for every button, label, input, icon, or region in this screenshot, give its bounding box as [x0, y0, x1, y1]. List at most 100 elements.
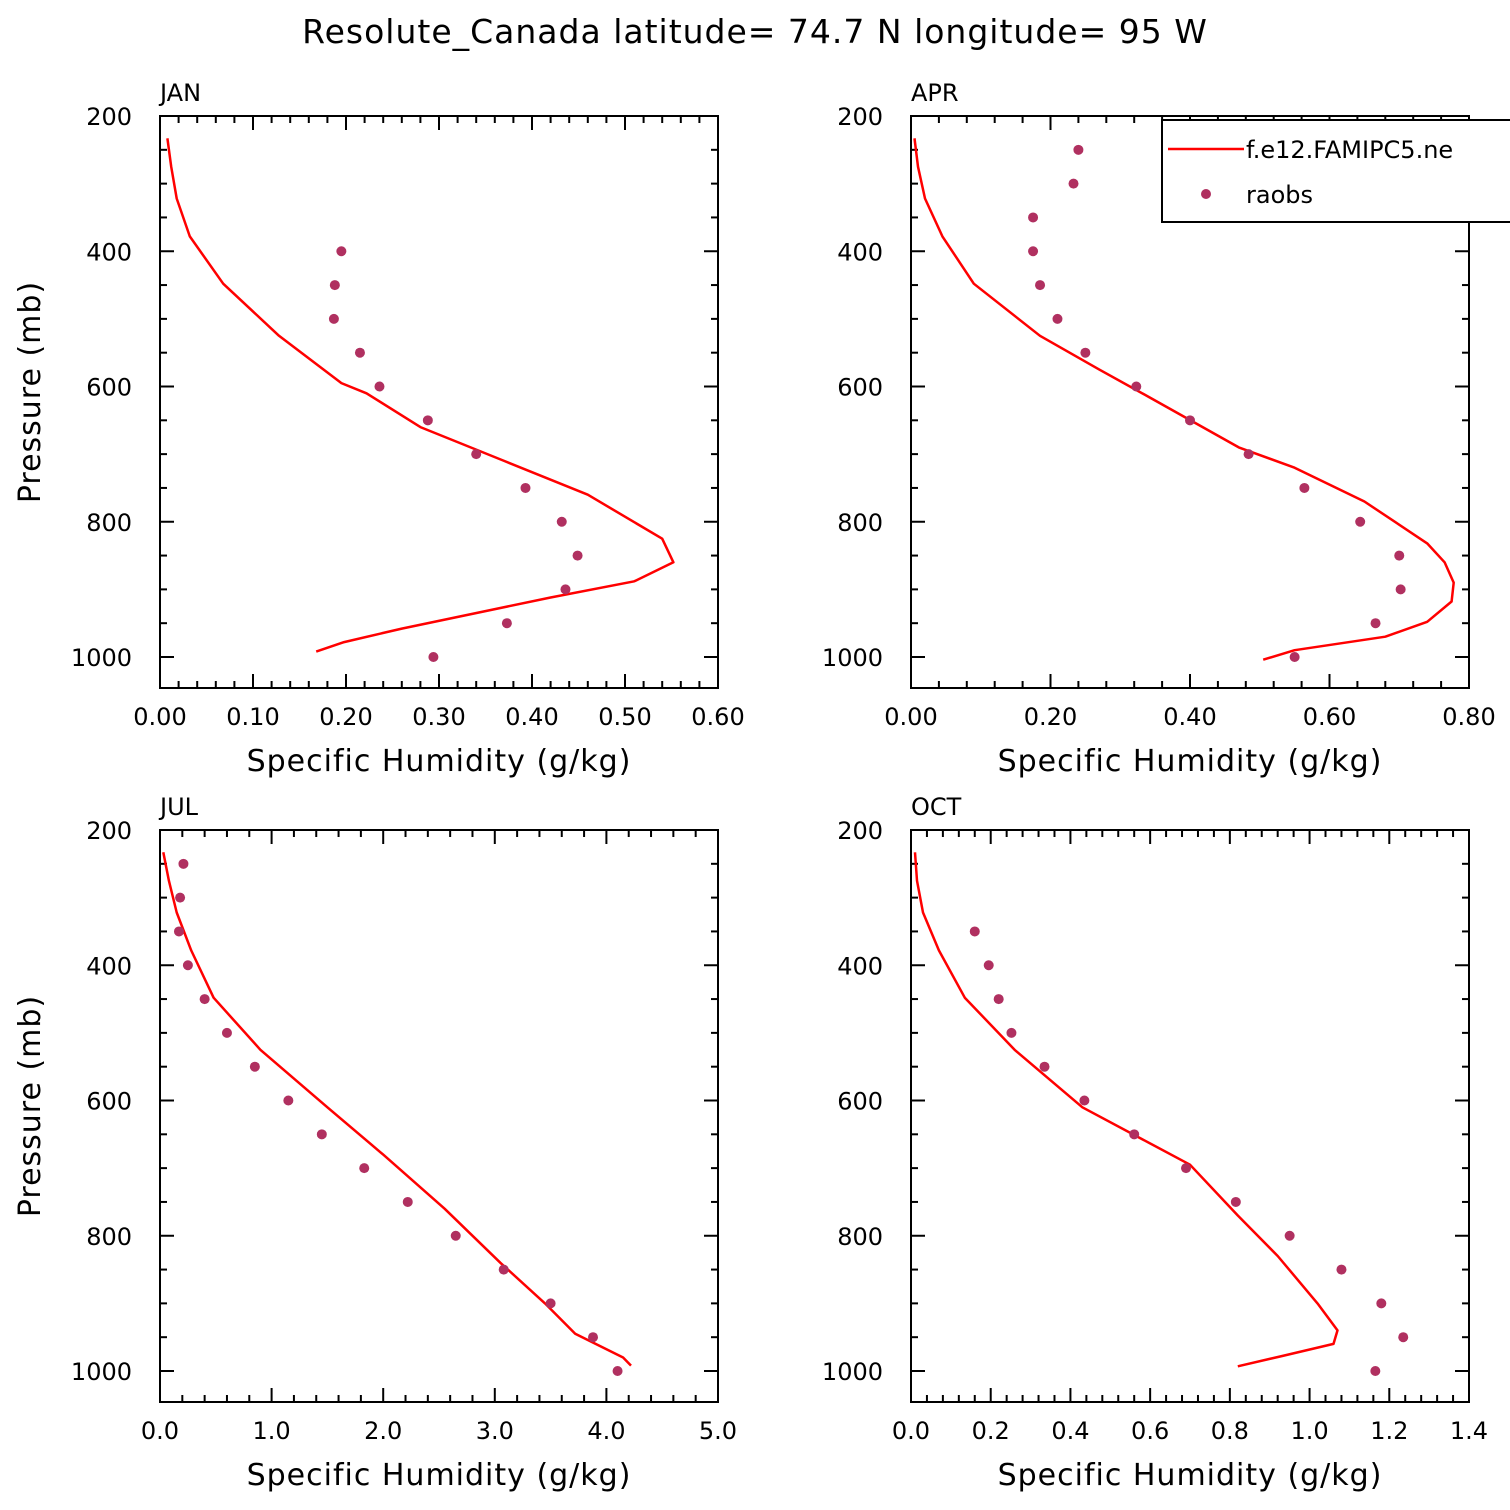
raobs-point	[178, 858, 189, 869]
y-axis-label: Pressure (mb)	[13, 995, 48, 1217]
x-tick-label: 0.00	[884, 703, 937, 731]
x-tick-label: 0.0	[141, 1417, 179, 1445]
x-axis-label: Specific Humidity (g/kg)	[247, 744, 632, 779]
raobs-point	[1299, 482, 1310, 493]
raobs-point	[1028, 246, 1039, 257]
x-tick-label: 1.2	[1370, 1417, 1408, 1445]
raobs-point	[1131, 381, 1142, 392]
raobs-point	[173, 926, 184, 937]
raobs-point	[983, 960, 994, 971]
x-axis-label: Specific Humidity (g/kg)	[998, 744, 1383, 779]
raobs-point	[283, 1095, 294, 1106]
raobs-point	[1039, 1061, 1050, 1072]
y-tick-label: 600	[837, 1088, 883, 1116]
y-tick-label: 600	[837, 374, 883, 402]
raobs-point	[1079, 1095, 1090, 1106]
raobs-point	[588, 1332, 599, 1343]
y-tick-label: 1000	[822, 644, 883, 672]
x-tick-label: 0.0	[892, 1417, 930, 1445]
x-tick-label: 0.4	[1051, 1417, 1089, 1445]
plot-frame	[159, 115, 719, 689]
legend-obs-label: raobs	[1246, 181, 1313, 209]
model-line	[162, 852, 632, 1367]
raobs-point	[498, 1264, 509, 1275]
raobs-point	[1398, 1332, 1409, 1343]
panel-label: JAN	[158, 79, 201, 107]
raobs-point	[422, 415, 433, 426]
y-axis-label: Pressure (mb)	[13, 281, 48, 503]
raobs-point	[572, 550, 583, 561]
page-title: Resolute_Canada latitude= 74.7 N longitu…	[302, 12, 1208, 51]
raobs-point	[1185, 415, 1195, 426]
x-tick-label: 0.60	[1303, 703, 1356, 731]
raobs-point	[1035, 280, 1046, 291]
x-tick-label: 1.4	[1450, 1417, 1488, 1445]
x-axis-label: Specific Humidity (g/kg)	[998, 1458, 1383, 1493]
y-tick-label: 800	[837, 1223, 883, 1251]
raobs-point	[1394, 550, 1405, 561]
model-line	[166, 138, 675, 653]
plot-frame	[910, 829, 1470, 1403]
x-tick-label: 0.20	[1024, 703, 1077, 731]
y-tick-label: 800	[86, 1223, 132, 1251]
y-tick-label: 800	[86, 509, 132, 537]
raobs-point	[1336, 1264, 1347, 1275]
panel-label: OCT	[911, 793, 962, 821]
raobs-point	[545, 1298, 556, 1309]
raobs-point	[374, 381, 385, 392]
raobs-point	[1284, 1230, 1295, 1241]
x-tick-label: 5.0	[699, 1417, 737, 1445]
raobs-point	[969, 926, 980, 937]
model-line	[913, 852, 1339, 1368]
raobs-point	[612, 1366, 623, 1376]
x-tick-label: 0.80	[1442, 703, 1495, 731]
plot-frame	[159, 829, 719, 1403]
raobs-point	[1181, 1163, 1192, 1174]
x-tick-label: 0.30	[412, 703, 465, 731]
x-tick-label: 0.2	[972, 1417, 1010, 1445]
raobs-point	[501, 618, 512, 629]
raobs-point	[1395, 584, 1406, 595]
y-tick-label: 600	[86, 1088, 132, 1116]
chart-panel-jan: JAN 0.00 0.10 0.20 0.30 0.40 0.50 0.60 200 400 600…	[13, 79, 745, 779]
raobs-point	[471, 449, 482, 460]
raobs-point	[1073, 144, 1084, 155]
raobs-point	[249, 1061, 260, 1072]
y-tick-label: 400	[837, 952, 883, 980]
raobs-point	[329, 280, 340, 291]
raobs-point	[1129, 1129, 1140, 1140]
raobs-point	[520, 482, 531, 493]
x-tick-label: 0.60	[691, 703, 744, 731]
raobs-point	[402, 1196, 413, 1207]
raobs-point	[556, 516, 567, 527]
raobs-point	[1080, 347, 1091, 358]
raobs-point	[1376, 1298, 1387, 1309]
y-tick-label: 400	[86, 238, 132, 266]
raobs-point	[359, 1163, 370, 1174]
x-tick-label: 4.0	[587, 1417, 625, 1445]
legend-box	[1161, 119, 1510, 223]
raobs-point	[1068, 178, 1079, 189]
raobs-point	[1289, 652, 1300, 662]
x-tick-label: 0.40	[505, 703, 558, 731]
x-tick-label: 0.20	[319, 703, 372, 731]
y-tick-label: 200	[86, 817, 132, 845]
x-tick-label: 3.0	[476, 1417, 514, 1445]
raobs-point	[182, 960, 193, 971]
raobs-point	[221, 1027, 232, 1038]
chart-panel-jul: JUL 0.0 1.0 2.0 3.0 4.0 5.0 200 400 600 800 1000 Spe…	[13, 793, 737, 1493]
raobs-point	[1370, 1366, 1381, 1376]
y-tick-label: 1000	[71, 1358, 132, 1386]
raobs-point	[1370, 618, 1381, 629]
raobs-point	[560, 584, 571, 595]
y-tick-label: 400	[86, 952, 132, 980]
x-tick-label: 0.40	[1163, 703, 1216, 731]
raobs-point	[336, 246, 347, 257]
y-tick-label: 200	[837, 817, 883, 845]
raobs-point	[354, 347, 365, 358]
raobs-point	[175, 892, 186, 903]
panel-label: JUL	[158, 793, 199, 821]
raobs-point	[1052, 313, 1063, 324]
y-tick-label: 200	[86, 103, 132, 131]
